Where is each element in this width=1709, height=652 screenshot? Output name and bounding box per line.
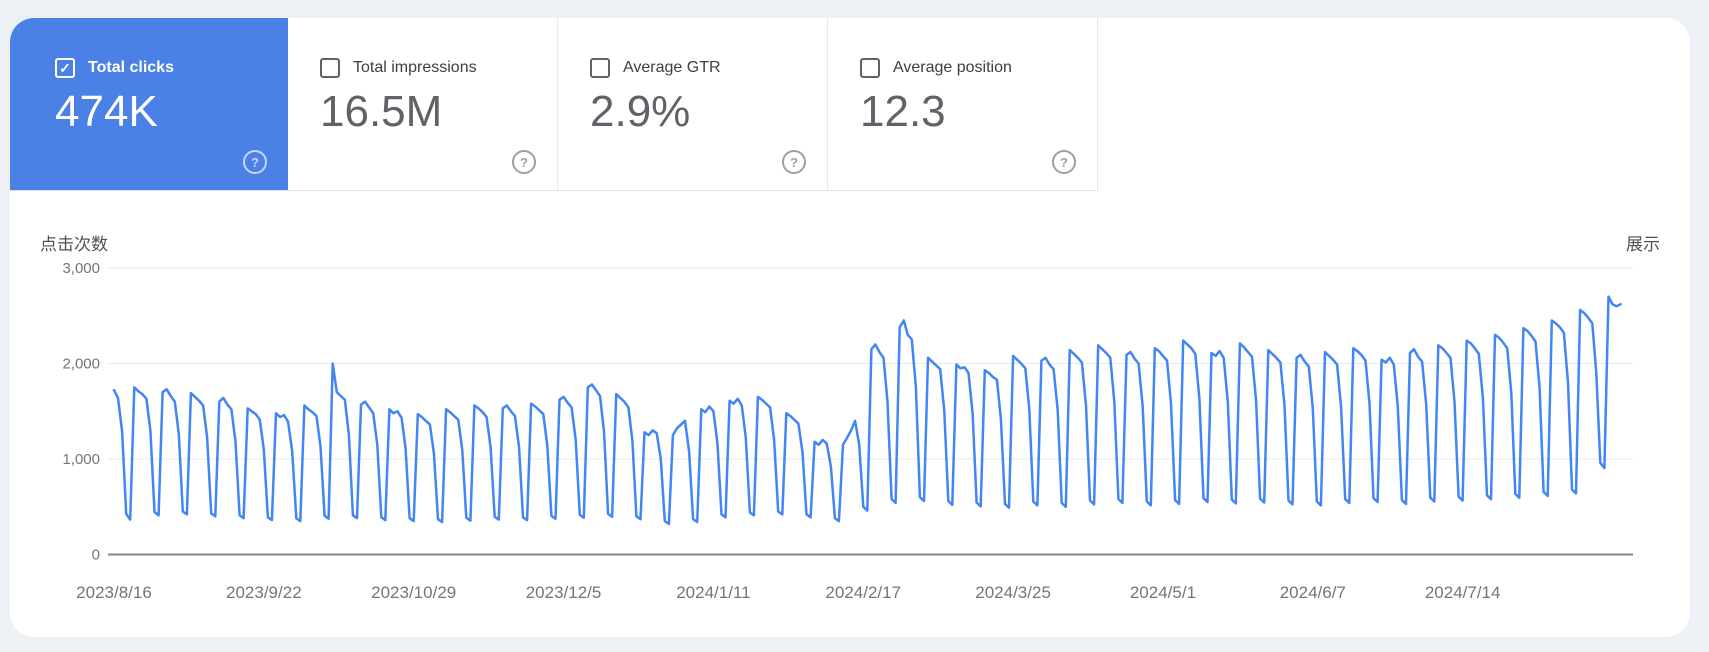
metric-card-total-impressions[interactable]: Total impressions 16.5M ? [288, 18, 558, 190]
average-position-checkbox[interactable] [860, 58, 880, 78]
card-label: Total impressions [353, 59, 477, 76]
x-tick-label: 2023/8/16 [76, 583, 152, 602]
x-tick-label: 2024/2/17 [825, 583, 901, 602]
x-tick-label: 2024/5/1 [1130, 583, 1196, 602]
x-tick-label: 2024/7/14 [1425, 583, 1501, 602]
y-tick-label: 3,000 [62, 260, 100, 277]
y-tick-label: 2,000 [62, 356, 100, 373]
average-gtr-checkbox[interactable] [590, 58, 610, 78]
check-icon: ✓ [59, 60, 71, 76]
x-tick-label: 2023/12/5 [526, 583, 602, 602]
card-label: Average GTR [623, 59, 721, 76]
metric-card-average-gtr[interactable]: Average GTR 2.9% ? [558, 18, 828, 190]
card-label: Total clicks [88, 59, 174, 76]
total-clicks-checkbox[interactable]: ✓ [55, 58, 75, 78]
y-tick-label: 0 [92, 547, 100, 564]
metric-cards-row: ✓ Total clicks 474K ? Total impressions … [10, 18, 1098, 191]
card-head: Average GTR [590, 58, 827, 78]
card-head: Average position [860, 58, 1097, 78]
performance-panel: 3,000 2,000 1,000 0 2023/8/16 2023/9/22 2023/1… [10, 18, 1690, 637]
x-tick-label: 2023/9/22 [226, 583, 302, 602]
x-tick-label: 2024/1/11 [676, 583, 750, 602]
average-position-value: 12.3 [860, 87, 946, 136]
x-tick-label: 2023/10/29 [371, 583, 456, 602]
total-impressions-value: 16.5M [320, 87, 443, 136]
metric-card-average-position[interactable]: Average position 12.3 ? [828, 18, 1098, 190]
clicks-line-chart: 3,000 2,000 1,000 0 2023/8/16 2023/9/22 2023/1… [62, 260, 1633, 602]
x-tick-label: 2024/3/25 [975, 583, 1051, 602]
card-label: Average position [893, 59, 1012, 76]
y-axis-title-clicks: 点击次数 [40, 235, 108, 254]
average-gtr-value: 2.9% [590, 87, 691, 136]
help-icon[interactable]: ? [243, 150, 267, 174]
card-head: Total impressions [320, 58, 557, 78]
help-icon[interactable]: ? [512, 150, 536, 174]
help-icon[interactable]: ? [1052, 150, 1076, 174]
card-head: ✓ Total clicks [55, 58, 288, 78]
total-impressions-checkbox[interactable] [320, 58, 340, 78]
total-clicks-value: 474K [55, 87, 158, 136]
help-icon[interactable]: ? [782, 150, 806, 174]
clicks-series-line [112, 295, 1622, 526]
y-axis-title-impressions: 展示 [1626, 235, 1660, 254]
y-tick-label: 1,000 [62, 451, 100, 468]
metric-card-total-clicks[interactable]: ✓ Total clicks 474K ? [10, 18, 288, 190]
x-tick-label: 2024/6/7 [1280, 583, 1346, 602]
